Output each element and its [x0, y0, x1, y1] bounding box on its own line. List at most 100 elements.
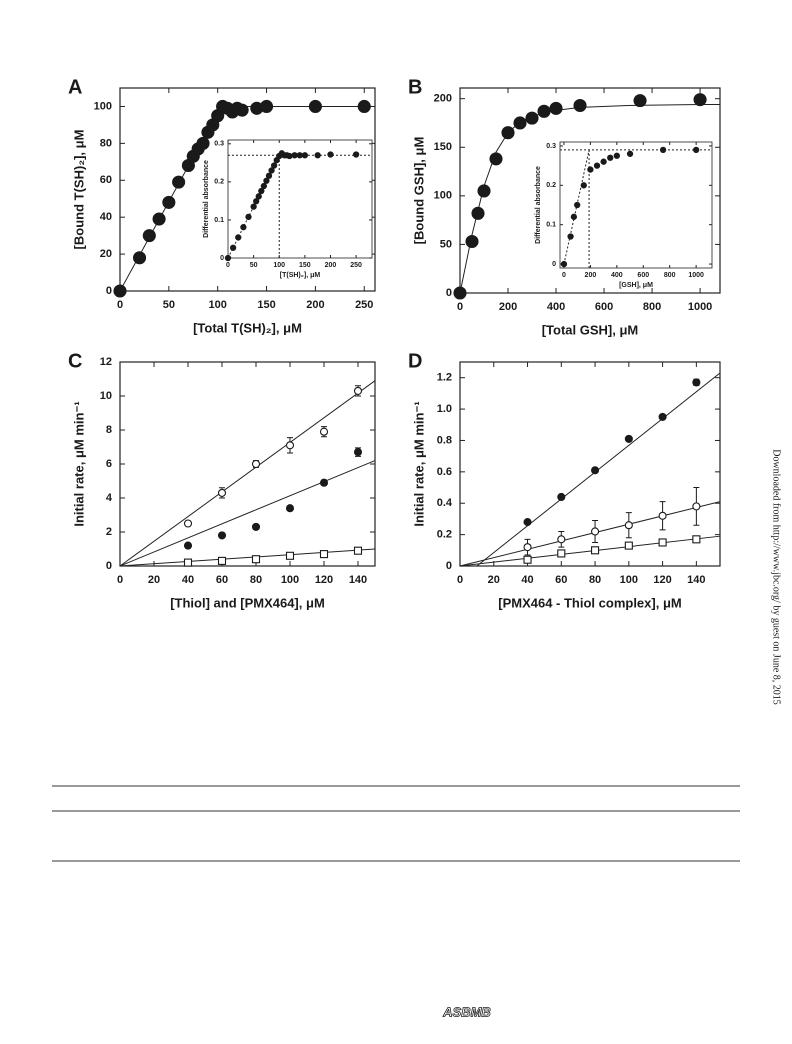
- point: [352, 151, 360, 158]
- x-axis-label: [T(SH)₂], μM: [280, 272, 321, 279]
- y-tick-label: 0.8: [437, 434, 452, 446]
- y-axis-label: Initial rate, μM min⁻¹: [411, 401, 426, 526]
- y-tick-label: 200: [434, 93, 452, 105]
- point: [255, 193, 262, 200]
- point: [624, 434, 633, 443]
- point: [183, 519, 193, 528]
- fit-line: [563, 149, 590, 265]
- point: [465, 234, 479, 249]
- y-tick-label: 0: [446, 560, 452, 572]
- y-tick-label: 0: [446, 287, 452, 299]
- y-tick-label: 50: [440, 238, 452, 250]
- point: [471, 206, 485, 220]
- point: [235, 103, 249, 117]
- point: [285, 551, 295, 560]
- x-tick-label: 0: [457, 574, 463, 586]
- y-tick-label: 0: [106, 560, 112, 572]
- point: [245, 213, 252, 221]
- y-tick-label: 0.4: [437, 497, 453, 509]
- point: [501, 126, 515, 140]
- fit-line: [119, 380, 376, 567]
- point: [658, 511, 667, 520]
- x-axis-label: [GSH], μM: [619, 282, 653, 289]
- x-tick-label: 150: [299, 262, 311, 269]
- plot-frame: [227, 139, 373, 259]
- y-tick-label: 1.0: [437, 403, 452, 415]
- point: [286, 152, 293, 160]
- point: [251, 555, 261, 564]
- point: [253, 198, 260, 205]
- point: [113, 284, 127, 298]
- point: [658, 538, 667, 547]
- point: [659, 146, 667, 154]
- point: [624, 541, 633, 550]
- point: [172, 175, 186, 189]
- y-tick-label: 0: [106, 285, 112, 297]
- x-tick-label: 140: [687, 574, 705, 586]
- point: [301, 152, 309, 159]
- y-axis-label: Differential absorbance: [203, 160, 210, 238]
- inset-chart: 0 50 100 150 200 250 0 0.1 0.2 0.3 [T(SH)₂], μM Dif…: [203, 139, 373, 279]
- point: [567, 233, 574, 240]
- x-tick-label: 100: [620, 574, 638, 586]
- y-tick-label: 80: [100, 137, 112, 149]
- x-tick-label: 120: [653, 574, 671, 586]
- logo: ASBMB: [442, 1004, 491, 1019]
- y-tick-label: 8: [106, 424, 112, 436]
- point: [537, 104, 551, 118]
- x-tick-label: 400: [547, 301, 565, 313]
- y-tick-label: 6: [106, 458, 112, 470]
- y-axis-label: [Bound GSH], μM: [411, 137, 426, 245]
- y-tick-label: 12: [100, 356, 112, 368]
- panel-letter: D: [408, 350, 422, 372]
- point: [591, 466, 600, 475]
- x-tick-label: 60: [216, 574, 228, 586]
- point: [587, 166, 594, 173]
- point: [319, 550, 329, 559]
- x-tick-label: 0: [117, 299, 123, 311]
- fit-line: [459, 535, 721, 567]
- fit-line: [459, 501, 721, 567]
- x-tick-label: 120: [315, 574, 333, 586]
- y-tick-label: 2: [106, 526, 112, 538]
- point: [314, 152, 321, 159]
- point: [573, 98, 587, 113]
- point: [513, 116, 527, 130]
- x-tick-label: 100: [273, 262, 285, 269]
- x-tick-label: 200: [499, 301, 517, 313]
- x-tick-label: 200: [325, 262, 337, 269]
- x-tick-label: 0: [117, 574, 123, 586]
- y-tick-label: 0.3: [214, 141, 224, 148]
- x-tick-label: 200: [585, 272, 597, 279]
- point: [217, 531, 227, 540]
- point: [268, 167, 275, 174]
- point: [251, 522, 261, 531]
- point: [658, 412, 667, 421]
- x-tick-label: 20: [488, 574, 500, 586]
- x-tick-label: 100: [209, 299, 227, 311]
- point: [285, 504, 295, 513]
- point: [265, 172, 273, 179]
- point: [633, 94, 647, 108]
- x-tick-label: 100: [281, 574, 299, 586]
- point: [477, 184, 491, 198]
- panel-letter: A: [68, 76, 82, 98]
- x-tick-label: 40: [521, 574, 533, 586]
- y-tick-label: 0.1: [214, 217, 224, 224]
- y-tick-label: 0: [552, 261, 556, 268]
- point: [593, 162, 601, 169]
- x-tick-label: 40: [182, 574, 194, 586]
- point: [183, 558, 193, 567]
- y-axis-label: Initial rate, μM min⁻¹: [71, 401, 86, 526]
- x-tick-label: 0: [226, 262, 230, 269]
- y-tick-label: 20: [100, 248, 112, 260]
- y-tick-label: 40: [100, 211, 112, 223]
- fit-line: [119, 548, 376, 567]
- y-tick-label: 0.1: [546, 222, 556, 229]
- point: [270, 162, 278, 169]
- point: [693, 93, 707, 107]
- point: [523, 518, 532, 527]
- inset-chart: 0 200 400 600 800 1000 0 0.1 0.2 0.3 [GSH], μM Diff…: [535, 141, 713, 289]
- point: [692, 378, 701, 387]
